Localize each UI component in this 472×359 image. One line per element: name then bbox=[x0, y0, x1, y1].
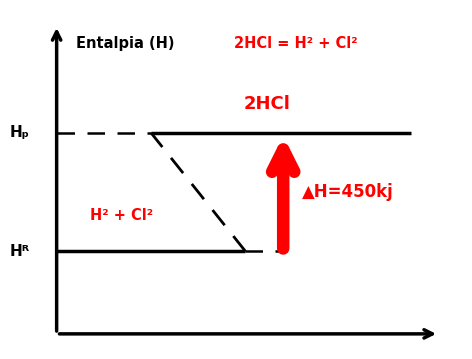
Text: Hₚ: Hₚ bbox=[9, 125, 29, 140]
Text: Hᴿ: Hᴿ bbox=[9, 244, 30, 259]
Text: H² + Cl²: H² + Cl² bbox=[90, 208, 153, 223]
Text: ▲H=450kj: ▲H=450kj bbox=[302, 183, 394, 201]
Text: 2HCl = H² + Cl²: 2HCl = H² + Cl² bbox=[234, 36, 357, 51]
Text: 2HCl: 2HCl bbox=[243, 95, 290, 113]
Text: Entalpia (H): Entalpia (H) bbox=[76, 36, 179, 51]
